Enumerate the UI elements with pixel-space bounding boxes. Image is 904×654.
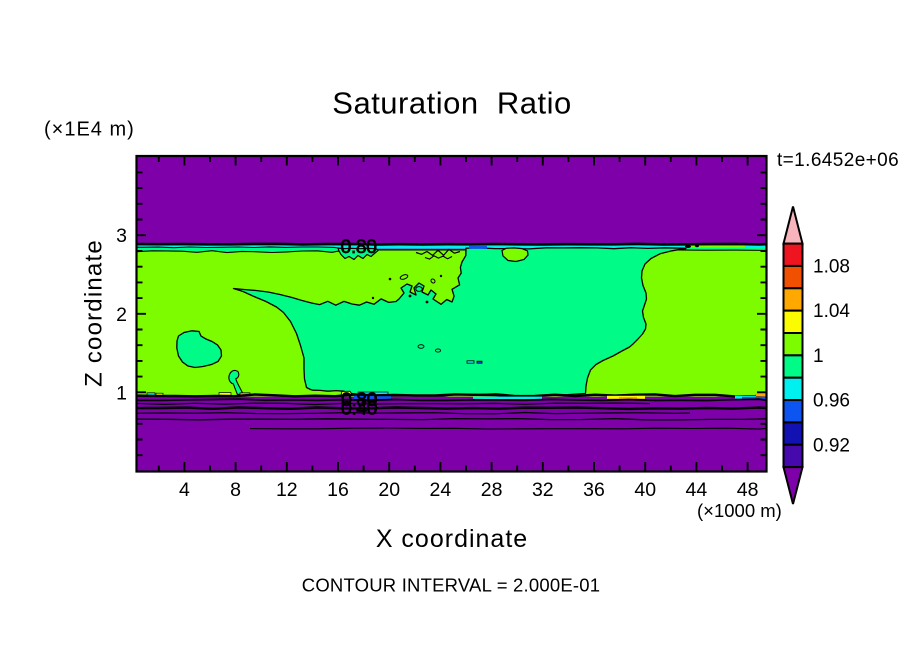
svg-text:t=1.6452e+06: t=1.6452e+06 (777, 150, 899, 171)
svg-text:(×1E4 m): (×1E4 m) (44, 119, 135, 141)
svg-text:8: 8 (230, 479, 241, 501)
svg-text:16: 16 (327, 479, 349, 501)
svg-text:Z coordinate: Z coordinate (81, 239, 108, 387)
svg-text:1: 1 (116, 382, 127, 404)
svg-text:0.40: 0.40 (341, 398, 378, 420)
svg-text:1: 1 (813, 346, 824, 367)
svg-text:0.92: 0.92 (813, 435, 850, 456)
svg-text:0.80: 0.80 (341, 389, 378, 411)
svg-text:0.96: 0.96 (813, 391, 850, 412)
svg-text:CONTOUR INTERVAL = 2.000E-01: CONTOUR INTERVAL = 2.000E-01 (302, 575, 600, 596)
svg-text:2: 2 (116, 304, 127, 326)
svg-text:1.04: 1.04 (813, 301, 850, 322)
svg-text:3: 3 (116, 225, 127, 247)
svg-text:48: 48 (737, 479, 759, 501)
svg-text:24: 24 (430, 479, 452, 501)
svg-text:X coordinate: X coordinate (376, 525, 528, 553)
svg-text:20: 20 (378, 479, 400, 501)
svg-text:(×1000 m): (×1000 m) (697, 500, 782, 521)
svg-text:32: 32 (532, 479, 554, 501)
svg-text:4: 4 (179, 479, 190, 501)
svg-text:Saturation Ratio: Saturation Ratio (332, 86, 571, 121)
svg-text:1.08: 1.08 (813, 257, 850, 278)
svg-text:40: 40 (634, 479, 656, 501)
svg-text:36: 36 (583, 479, 605, 501)
svg-text:28: 28 (481, 479, 503, 501)
svg-text:12: 12 (276, 479, 298, 501)
svg-text:0.80: 0.80 (341, 236, 378, 258)
svg-text:44: 44 (686, 479, 708, 501)
